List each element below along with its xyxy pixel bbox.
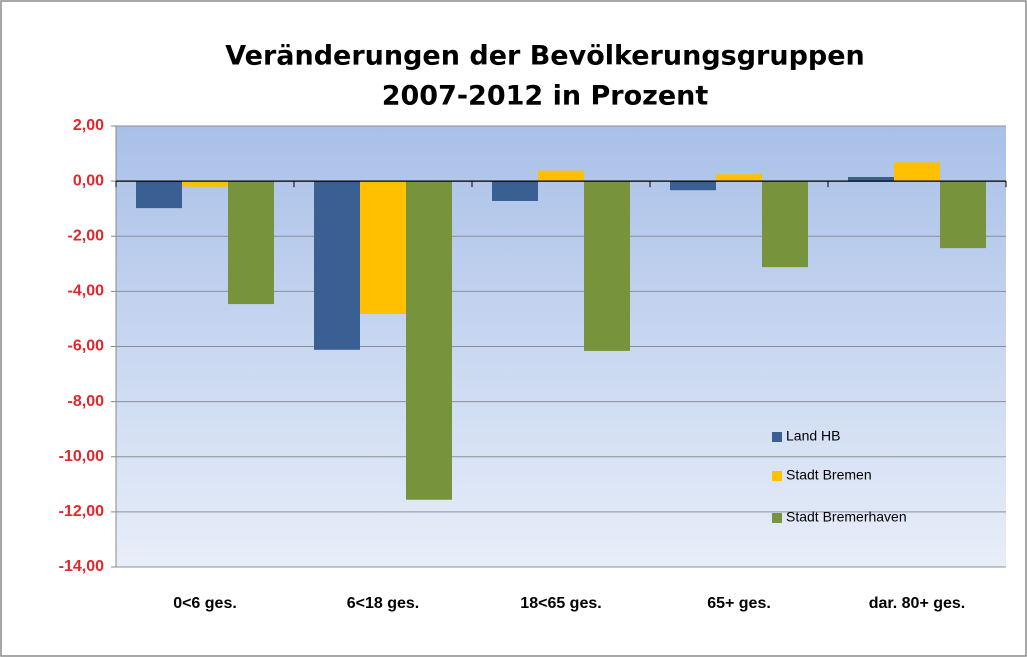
y-tick-label: -8,00: [68, 393, 105, 410]
bar: [314, 181, 360, 350]
x-tick-label: dar. 80+ ges.: [869, 595, 966, 612]
y-tick-label: -4,00: [68, 283, 105, 300]
bar: [670, 181, 716, 191]
bar: [182, 181, 228, 187]
y-tick-label: 0,00: [73, 172, 104, 189]
x-tick-label: 6<18 ges.: [347, 595, 420, 612]
chart-title: 2007-2012 in Prozent: [382, 81, 709, 112]
x-tick-label: 18<65 ges.: [520, 595, 601, 612]
bar: [716, 174, 762, 182]
y-tick-label: -14,00: [59, 558, 104, 575]
y-tick-label: -6,00: [68, 338, 105, 355]
legend-label: Stadt Bremerhaven: [786, 509, 907, 525]
legend-label: Stadt Bremen: [786, 467, 872, 483]
legend-swatch: [772, 432, 782, 442]
legend-swatch: [772, 471, 782, 481]
x-tick-label: 0<6 ges.: [173, 595, 237, 612]
x-tick-label: 65+ ges.: [707, 595, 771, 612]
legend-swatch: [772, 513, 782, 523]
legend-label: Land HB: [786, 428, 840, 444]
bar: [492, 181, 538, 201]
y-tick-label: 2,00: [73, 117, 104, 134]
bar: [136, 181, 182, 209]
bar: [584, 181, 630, 351]
bar: [940, 181, 986, 249]
bar: [406, 181, 452, 500]
bar: [228, 181, 274, 305]
y-tick-label: -2,00: [68, 227, 105, 244]
y-tick-label: -10,00: [59, 448, 104, 465]
bar: [894, 162, 940, 182]
plot: 2,00 0,00 -2,00 -4,00 -6,00 -8,00 -10,00 -12,00…: [59, 117, 1007, 612]
bar: [848, 176, 894, 182]
y-tick-label: -12,00: [59, 503, 104, 520]
bar: [538, 170, 584, 182]
chart-title: Veränderungen der Bevölkerungsgruppen: [225, 41, 865, 72]
bar: [762, 181, 808, 268]
bar: [360, 181, 406, 314]
